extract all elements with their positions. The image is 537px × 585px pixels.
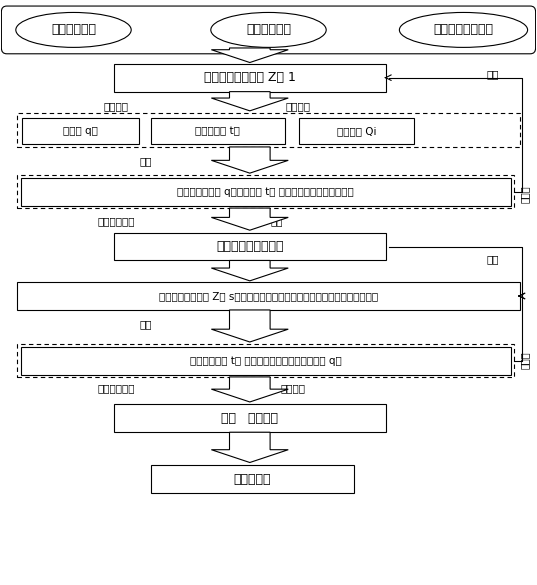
Text: 不满足: 不满足 [520, 186, 530, 204]
Text: 不同区间设计洪水: 不同区间设计洪水 [433, 23, 494, 36]
Ellipse shape [211, 12, 326, 47]
Text: 控制以预泄量为 q汛、能否在 t汛 内将水位恢复至原汛限水位: 控制以预泄量为 q汛、能否在 t汛 内将水位恢复至原汛限水位 [177, 187, 354, 197]
Text: 不满足: 不满足 [520, 352, 530, 370]
Text: 调整: 调整 [487, 254, 499, 264]
Text: 流域季节规律: 流域季节规律 [51, 23, 96, 36]
Text: 前提: 前提 [140, 319, 152, 329]
Bar [20, 347, 511, 374]
Text: 汛期分期划分: 汛期分期划分 [246, 23, 291, 36]
Polygon shape [212, 48, 288, 63]
Polygon shape [212, 432, 288, 463]
Text: 既定变量: 既定变量 [285, 101, 310, 111]
Text: 前提: 前提 [140, 157, 152, 167]
Text: 水量平衡分析: 水量平衡分析 [98, 216, 135, 226]
Text: 调整: 调整 [487, 69, 499, 79]
Text: 有效预见期 t汛: 有效预见期 t汛 [195, 126, 240, 136]
Bar [151, 466, 354, 493]
Text: 合适   汛限水位: 合适 汛限水位 [221, 412, 278, 425]
Bar [20, 178, 511, 206]
Text: 预泄量 q汛: 预泄量 q汛 [63, 126, 98, 136]
Bar [151, 118, 285, 144]
Ellipse shape [16, 12, 131, 47]
Text: 拟定试算汛限水位 Z汛 1: 拟定试算汛限水位 Z汛 1 [204, 71, 296, 84]
Text: 初定的汛限水位区间: 初定的汛限水位区间 [216, 240, 284, 253]
Polygon shape [212, 260, 288, 281]
Text: 新拟定的汛限水位 Z汛 s，看这一汛限水位的适用性，以新汛限水位起调试算: 新拟定的汛限水位 Z汛 s，看这一汛限水位的适用性，以新汛限水位起调试算 [159, 291, 378, 301]
Bar [114, 232, 386, 260]
Text: 满足: 满足 [270, 216, 283, 226]
Text: 水量平衡计算: 水量平衡计算 [98, 384, 135, 394]
Polygon shape [212, 310, 288, 342]
Polygon shape [212, 377, 288, 402]
Bar [17, 345, 514, 377]
Bar [17, 113, 520, 147]
FancyBboxPatch shape [2, 6, 535, 54]
Bar [17, 176, 514, 208]
Text: 重点分析: 重点分析 [104, 101, 129, 111]
Polygon shape [212, 147, 288, 173]
Text: 水位满足: 水位满足 [280, 384, 305, 394]
Polygon shape [212, 92, 288, 111]
Text: 分析、结论: 分析、结论 [234, 473, 271, 486]
Polygon shape [212, 208, 288, 230]
Bar [114, 404, 386, 432]
Text: 条件: 条件 [257, 319, 270, 329]
Text: 以预泄时间为 t汛 前提，查看下泄流量是否超过 q汛: 以预泄时间为 t汛 前提，查看下泄流量是否超过 q汛 [190, 356, 342, 366]
Ellipse shape [400, 12, 527, 47]
Text: 条件: 条件 [257, 157, 270, 167]
Bar [114, 64, 386, 92]
Bar [300, 118, 415, 144]
Bar [17, 282, 520, 310]
Bar [21, 118, 139, 144]
Text: 洪峻节点 Qi: 洪峻节点 Qi [337, 126, 376, 136]
